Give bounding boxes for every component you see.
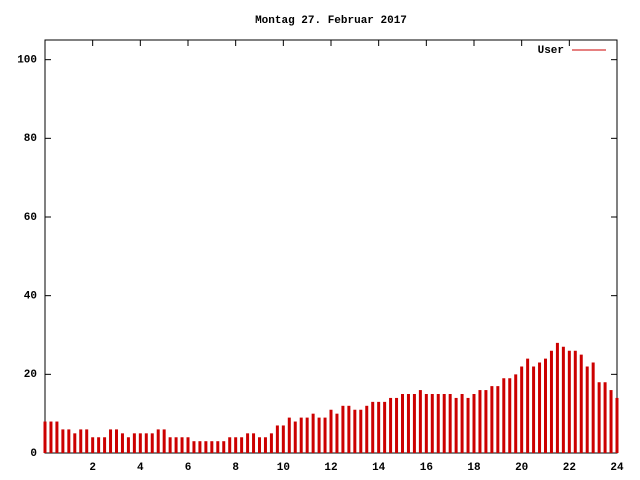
y-tick-label: 100 [17, 55, 37, 67]
legend-label: User [538, 45, 564, 57]
x-tick-label: 2 [89, 462, 96, 474]
x-tick-label: 20 [515, 462, 528, 474]
x-tick-label: 16 [420, 462, 433, 474]
x-tick-label: 18 [467, 462, 481, 474]
x-tick-label: 24 [610, 462, 624, 474]
y-tick-label: 80 [24, 133, 37, 145]
chart-title: Montag 27. Februar 2017 [255, 15, 407, 27]
x-tick-label: 14 [372, 462, 386, 474]
x-tick-label: 6 [185, 462, 192, 474]
y-tick-label: 60 [24, 212, 37, 224]
x-tick-label: 10 [277, 462, 290, 474]
y-tick-label: 40 [24, 291, 37, 303]
y-tick-label: 20 [24, 369, 37, 381]
x-tick-label: 22 [563, 462, 576, 474]
y-tick-label: 0 [30, 448, 37, 460]
x-tick-label: 12 [324, 462, 337, 474]
x-tick-label: 8 [232, 462, 239, 474]
x-tick-label: 4 [137, 462, 144, 474]
